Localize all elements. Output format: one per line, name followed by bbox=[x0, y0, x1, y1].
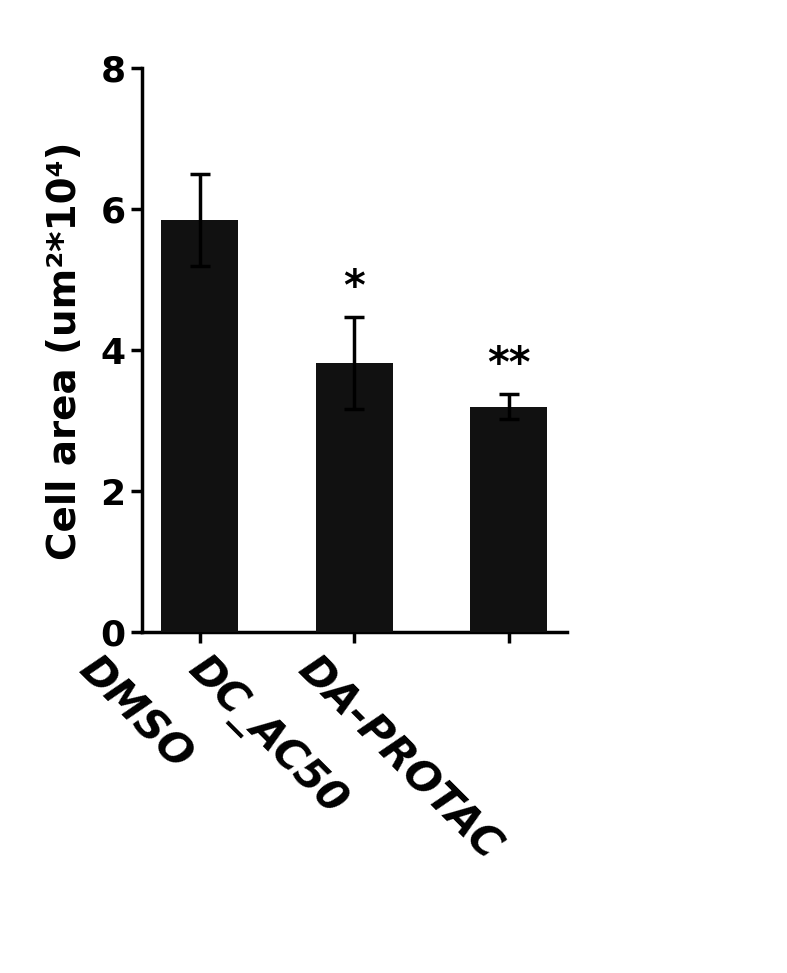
Text: **: ** bbox=[487, 343, 530, 385]
Bar bbox=[470, 407, 547, 632]
Bar bbox=[316, 363, 393, 632]
Y-axis label: Cell area (um²*10⁴): Cell area (um²*10⁴) bbox=[46, 141, 84, 559]
Bar bbox=[161, 220, 238, 632]
Text: *: * bbox=[343, 267, 365, 308]
